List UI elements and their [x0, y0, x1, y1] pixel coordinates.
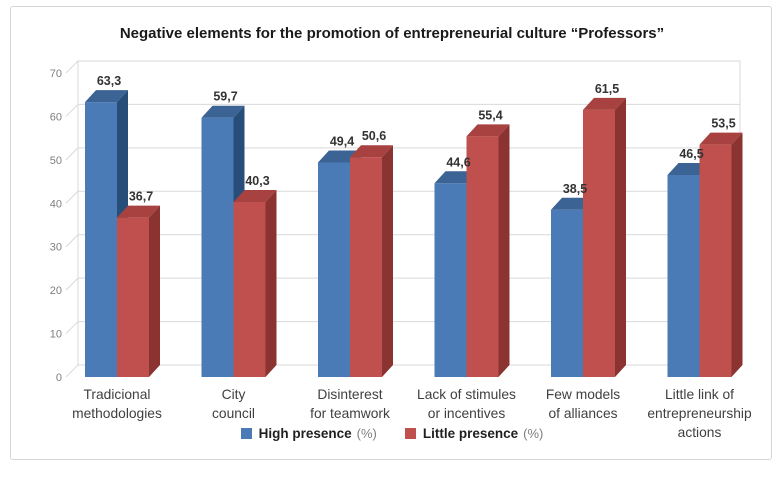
legend-item-little-presence: Little presence (%)	[404, 426, 544, 441]
legend-swatch-little-presence-icon	[404, 428, 416, 439]
bar-high-presence-0-front	[85, 102, 117, 377]
y-tick-label-30: 30	[50, 242, 62, 254]
axis-tick-connector-0	[65, 364, 79, 378]
bar-little-presence-3-front	[466, 136, 499, 377]
bar-little-presence-3-top	[466, 124, 510, 137]
legend-item-high-presence: High presence (%)	[240, 426, 377, 441]
bar-high-presence-2-front	[318, 162, 350, 377]
value-label-little-presence-4: 61,5	[595, 82, 619, 96]
bar-high-presence-5-front	[667, 175, 700, 377]
value-label-little-presence-3: 55,4	[478, 108, 502, 122]
bar-high-presence-4-front	[551, 209, 583, 377]
bar-high-presence-0-top	[85, 90, 128, 103]
value-label-high-presence-4: 38,5	[563, 182, 587, 196]
bar-little-presence-5-front	[699, 144, 732, 377]
chart-title: Negative elements for the promotion of e…	[119, 25, 665, 42]
axis-tick-connector-20	[65, 277, 79, 291]
bar-little-presence-0-top	[117, 205, 160, 218]
plot-back-wall	[77, 60, 741, 366]
bar-little-presence-4-side	[615, 97, 626, 377]
bar-little-presence-4-top	[583, 97, 626, 110]
bar-little-presence-5-top	[699, 132, 743, 145]
axis-tick-connector-50	[65, 147, 79, 161]
bar-little-presence-2-top	[350, 145, 393, 158]
legend-unit-little-presence: (%)	[523, 426, 544, 441]
value-label-little-presence-0: 36,7	[129, 190, 153, 204]
axis-tick-connector-60	[65, 104, 79, 117]
value-label-high-presence-2: 49,4	[330, 134, 354, 148]
value-label-high-presence-5: 46,5	[679, 147, 703, 161]
axis-tick-connector-70	[65, 60, 79, 74]
y-tick-label-0: 0	[56, 372, 62, 384]
value-label-high-presence-1: 59,7	[213, 90, 237, 104]
bar-little-presence-2-side	[382, 145, 393, 377]
legend-unit-high-presence: (%)	[356, 426, 377, 441]
bar-little-presence-1-top	[233, 189, 277, 202]
bar-high-presence-1-front	[201, 117, 234, 377]
value-label-little-presence-5: 53,5	[711, 117, 735, 131]
value-label-little-presence-2: 50,6	[362, 129, 386, 143]
value-label-high-presence-3: 44,6	[446, 155, 470, 169]
x-category-label-0: Tradicional methodologies	[72, 387, 162, 421]
x-category-label-5: Little link of entrepreneurship actions	[647, 387, 752, 440]
bar-little-presence-0-front	[117, 217, 149, 377]
bar-little-presence-3-side	[498, 124, 510, 377]
x-category-label-1: City council	[212, 387, 255, 421]
bar-high-presence-3-front	[434, 183, 467, 377]
legend-swatch-high-presence-icon	[240, 428, 252, 439]
bar-little-presence-1-front	[233, 201, 266, 377]
bar-little-presence-1-side	[265, 189, 277, 377]
bar-high-presence-1-top	[201, 105, 245, 118]
x-category-label-2: Disinterest for teamwork	[310, 387, 390, 421]
legend-label-high-presence: High presence	[258, 426, 352, 441]
bar-little-presence-4-front	[583, 109, 615, 377]
y-tick-label-20: 20	[50, 285, 62, 297]
y-tick-label-50: 50	[50, 155, 62, 167]
legend-label-little-presence: Little presence	[422, 426, 519, 441]
y-tick-label-10: 10	[50, 329, 62, 341]
y-tick-label-40: 40	[50, 198, 62, 210]
y-tick-label-60: 60	[50, 111, 62, 123]
y-tick-label-70: 70	[50, 68, 62, 80]
bar-little-presence-5-side	[731, 132, 743, 377]
x-category-label-3: Lack of stimules or incentives	[417, 387, 516, 421]
bar-little-presence-2-front	[350, 157, 382, 377]
value-label-little-presence-1: 40,3	[245, 174, 269, 188]
legend: High presence (%) Little presence (%)	[0, 426, 784, 441]
axis-tick-connector-10	[65, 321, 79, 334]
value-label-high-presence-0: 63,3	[97, 74, 121, 88]
axis-tick-connector-30	[65, 234, 79, 248]
x-category-label-4: Few models of alliances	[546, 387, 620, 421]
axis-tick-connector-40	[65, 190, 79, 204]
bar-little-presence-0-side	[149, 205, 160, 377]
